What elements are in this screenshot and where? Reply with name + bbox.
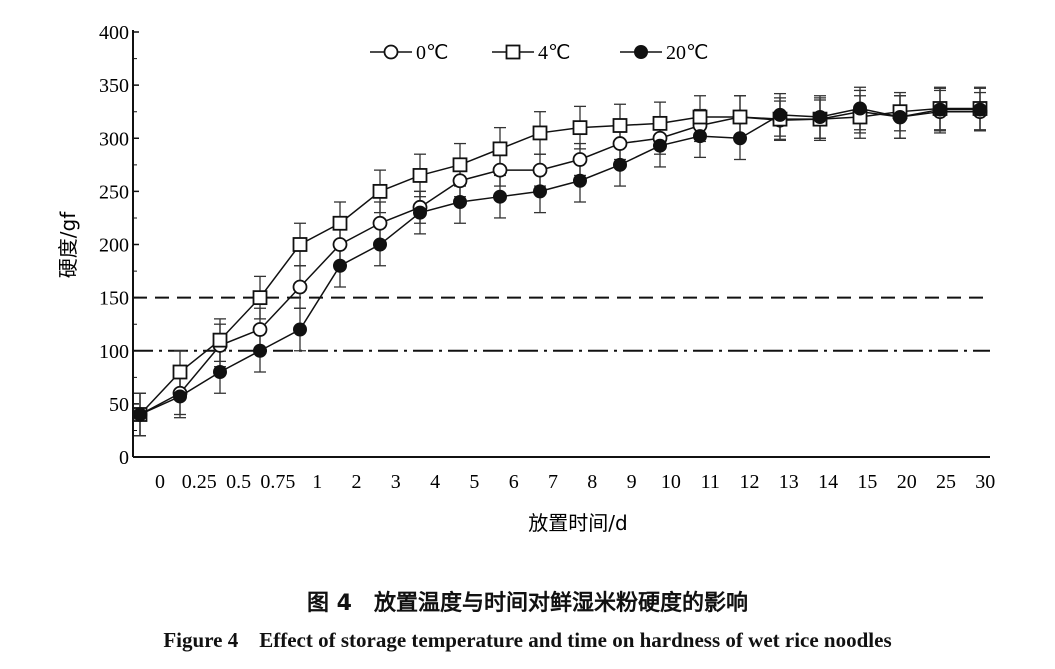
x-tick-label: 13 — [779, 471, 799, 493]
data-point-series-0 — [572, 152, 588, 167]
data-point-series-2 — [813, 110, 827, 124]
y-tick-label: 350 — [99, 75, 129, 97]
y-tick-label: 200 — [99, 235, 129, 257]
y-tick-label: 300 — [99, 128, 129, 150]
x-tick-label: 5 — [469, 471, 479, 493]
x-tick-label: 14 — [818, 471, 838, 493]
data-point-series-2 — [773, 107, 787, 122]
data-point-series-2 — [293, 322, 307, 337]
data-point-series-2 — [973, 102, 987, 117]
data-point-series-0 — [492, 162, 508, 178]
x-tick-label: 0.25 — [182, 471, 217, 493]
y-tick-label: 150 — [99, 288, 129, 310]
data-point-series-1 — [492, 141, 508, 157]
x-tick-label: 3 — [391, 471, 401, 493]
caption-english: Figure 4 Effect of storage temperature a… — [163, 628, 892, 652]
series-line-0 — [139, 110, 980, 416]
data-point-series-2 — [133, 407, 147, 422]
data-point-series-1 — [252, 290, 268, 306]
data-point-series-1 — [612, 118, 628, 133]
y-axis-label: 硬度/gf — [56, 211, 80, 278]
data-point-series-0 — [532, 162, 548, 178]
data-point-series-1 — [652, 115, 668, 131]
data-point-series-0 — [452, 173, 468, 189]
legend-marker — [383, 44, 399, 60]
x-tick-label: 12 — [740, 471, 760, 493]
x-tick-label: 25 — [936, 471, 956, 493]
series-line-1 — [139, 107, 980, 416]
data-point-series-2 — [933, 102, 947, 117]
data-point-series-1 — [372, 183, 388, 199]
x-tick-label: 6 — [509, 471, 519, 493]
data-point-series-1 — [172, 364, 188, 380]
data-point-series-0 — [612, 136, 628, 151]
legend-marker — [505, 44, 521, 60]
data-point-series-1 — [292, 237, 308, 252]
x-tick-label: 0.75 — [260, 471, 295, 493]
y-tick-label: 100 — [99, 341, 129, 363]
x-tick-label: 2 — [352, 471, 362, 493]
data-point-series-1 — [452, 157, 468, 173]
data-point-series-2 — [333, 258, 347, 273]
legend-label: 4℃ — [538, 42, 570, 64]
x-axis-label: 放置时间/d — [528, 511, 627, 535]
data-point-series-2 — [373, 237, 387, 252]
x-tick-label: 4 — [430, 471, 440, 493]
data-point-series-2 — [493, 189, 507, 204]
x-tick-label: 20 — [897, 471, 917, 493]
x-tick-label: 15 — [857, 471, 877, 493]
data-point-series-2 — [693, 129, 707, 144]
y-tick-label: 50 — [109, 394, 129, 416]
x-tick-label: 10 — [661, 471, 681, 493]
data-point-series-2 — [413, 205, 427, 220]
data-point-series-2 — [253, 343, 267, 358]
data-point-series-2 — [453, 195, 467, 209]
y-tick-label: 400 — [99, 22, 129, 44]
data-point-series-2 — [653, 138, 667, 153]
x-tick-label: 8 — [587, 471, 597, 493]
x-tick-label: 1 — [312, 471, 322, 493]
data-point-series-0 — [332, 237, 348, 252]
x-tick-label: 30 — [975, 471, 995, 493]
data-point-series-2 — [573, 173, 587, 188]
y-tick-label: 0 — [119, 447, 129, 469]
data-point-series-0 — [372, 215, 388, 231]
data-point-series-2 — [853, 101, 867, 116]
legend-label: 20℃ — [666, 42, 708, 64]
x-tick-label: 7 — [548, 471, 558, 493]
x-tick-label: 9 — [627, 471, 637, 493]
data-point-series-1 — [412, 168, 428, 183]
data-point-series-0 — [252, 322, 268, 337]
data-point-series-1 — [732, 109, 748, 125]
data-point-series-2 — [733, 131, 747, 146]
data-point-series-0 — [292, 279, 308, 295]
data-point-series-1 — [692, 109, 708, 125]
x-tick-label: 0.5 — [226, 471, 251, 493]
data-point-series-1 — [212, 332, 228, 348]
legend-marker — [634, 45, 648, 59]
series-line-2 — [139, 107, 980, 416]
data-point-series-1 — [532, 125, 548, 141]
legend-label: 0℃ — [416, 42, 448, 64]
x-tick-label: 0 — [155, 471, 165, 493]
data-point-series-1 — [332, 215, 348, 231]
data-point-series-2 — [173, 389, 187, 404]
data-point-series-2 — [613, 157, 627, 172]
x-tick-label: 11 — [701, 471, 720, 493]
caption-chinese: 图 4 放置温度与时间对鲜湿米粉硬度的影响 — [307, 591, 748, 616]
data-point-series-2 — [893, 110, 907, 124]
data-point-series-1 — [572, 120, 588, 136]
data-point-series-2 — [533, 184, 547, 199]
y-tick-label: 250 — [99, 181, 129, 203]
data-point-series-2 — [213, 365, 227, 379]
